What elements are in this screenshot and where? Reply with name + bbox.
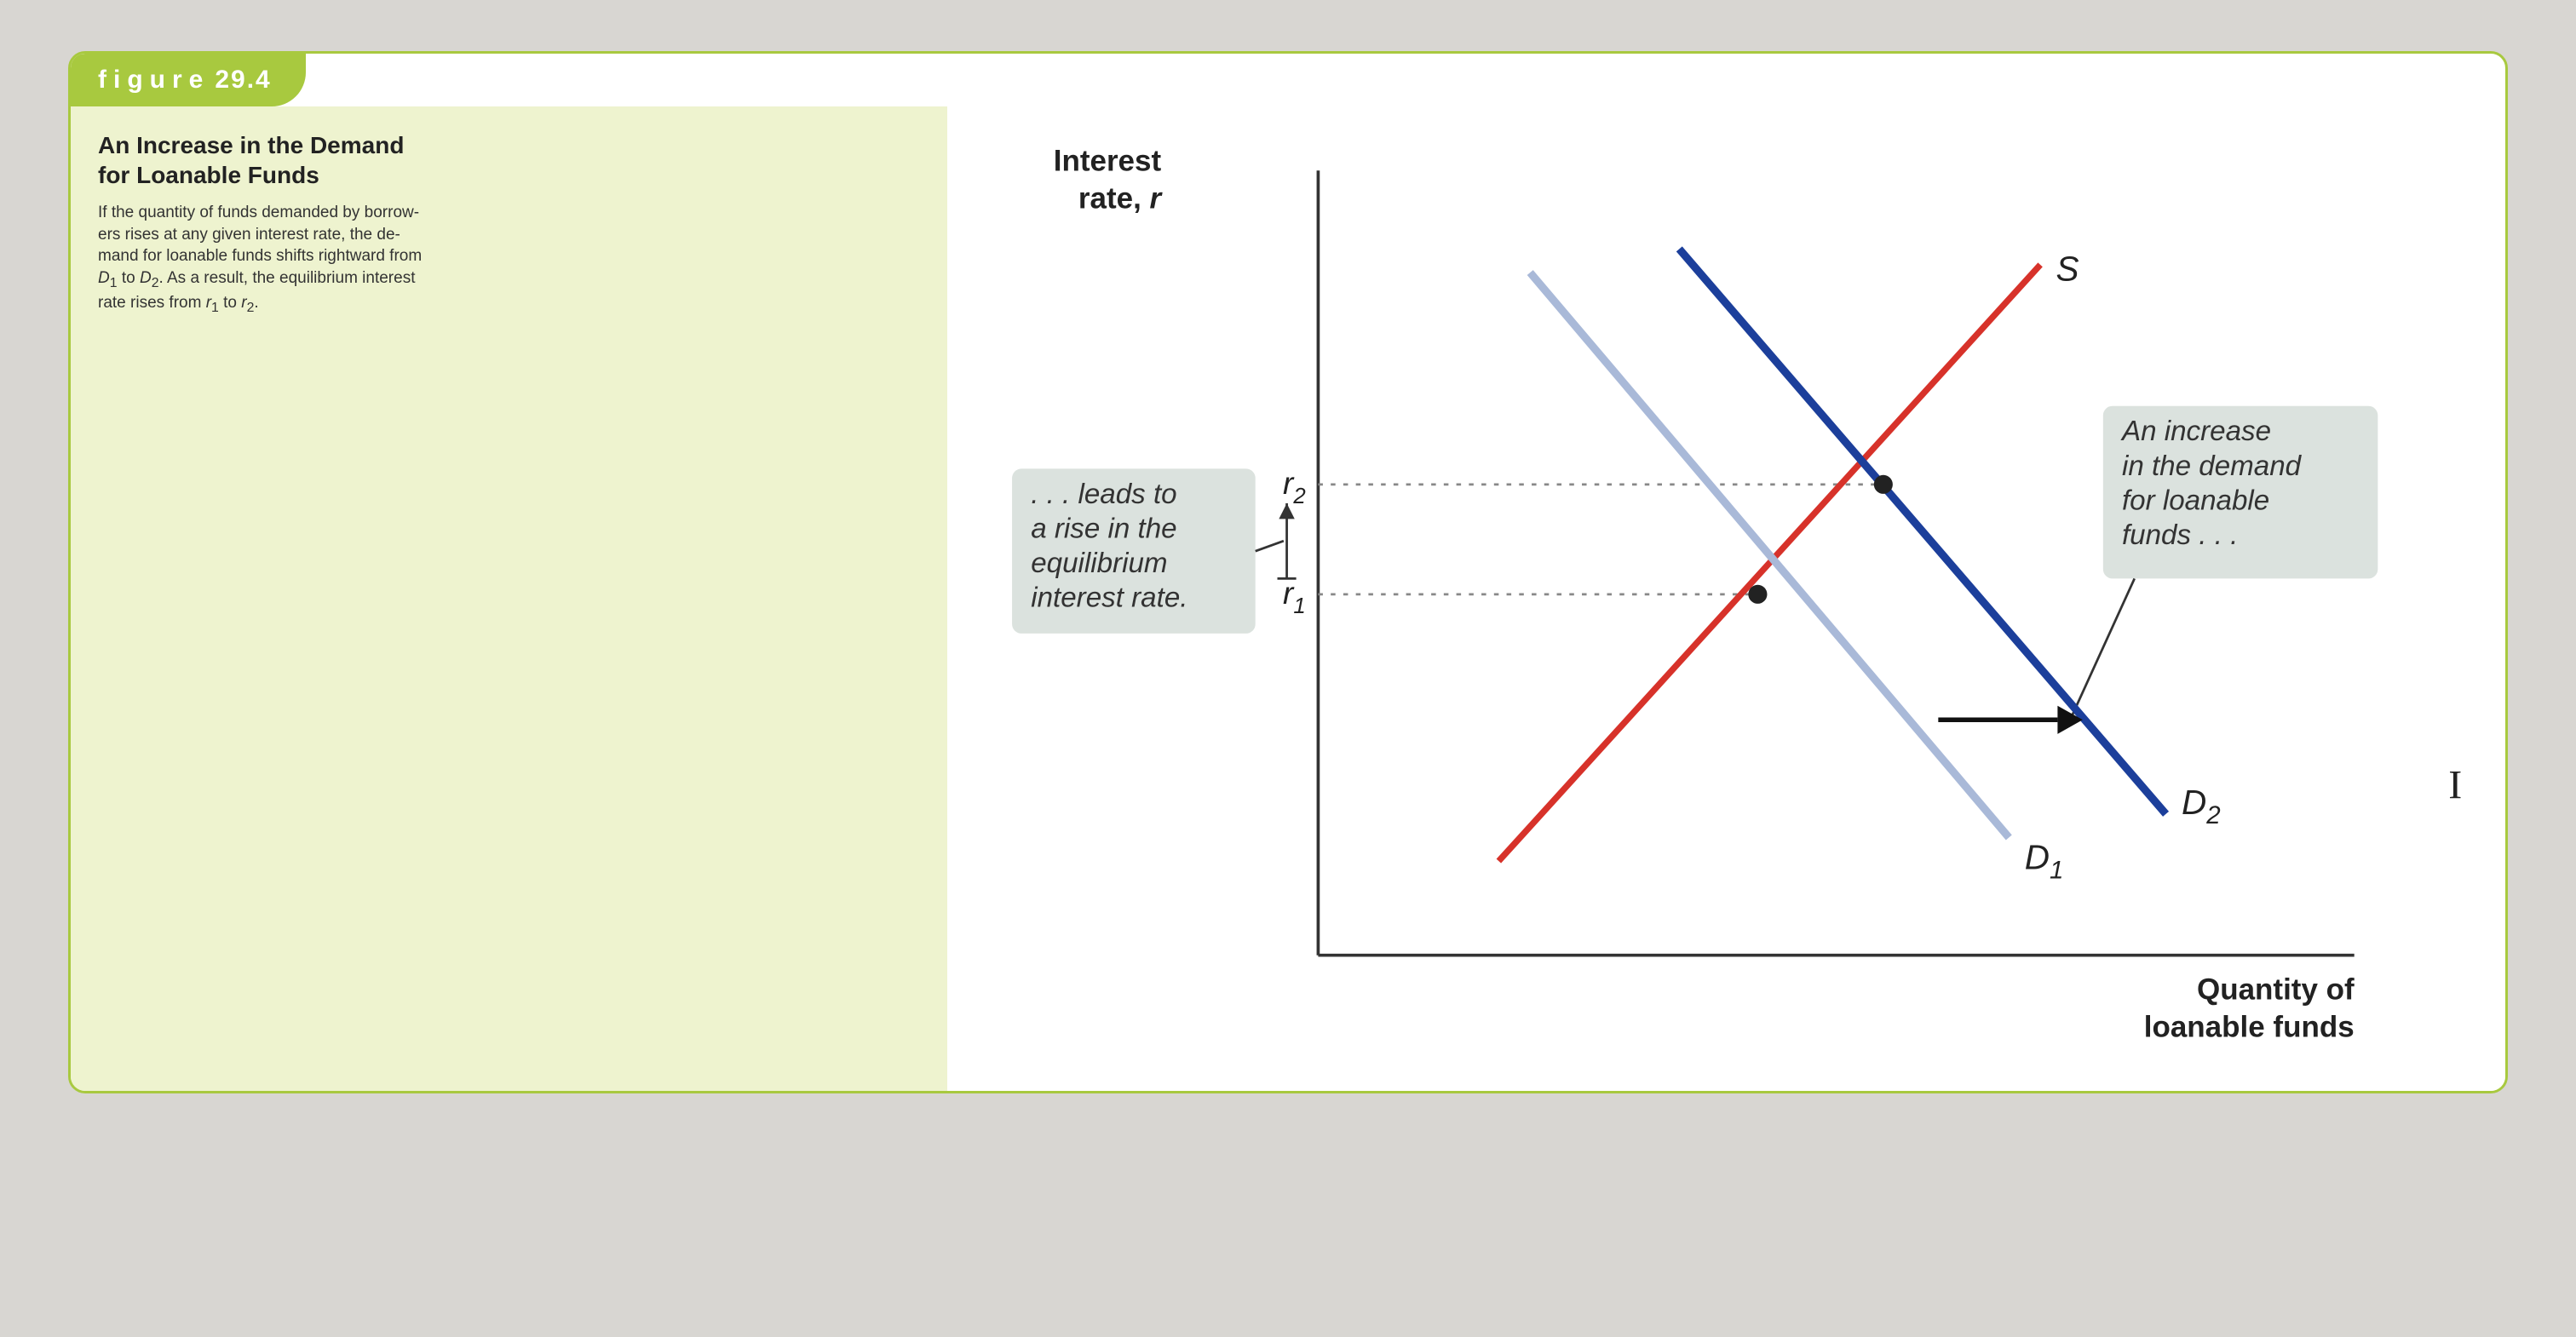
y-axis-label-2: rate, r xyxy=(1078,182,1164,215)
figure-title: An Increase in the Demand for Loanable F… xyxy=(98,130,923,190)
figure-number: 29.4 xyxy=(215,66,271,94)
chart-svg: Interest rate, r . . . leads to a rise i… xyxy=(973,123,2480,1065)
r-indicator-arrowhead xyxy=(1279,503,1294,519)
chart-panel: Interest rate, r . . . leads to a rise i… xyxy=(947,106,2505,1091)
figure-body: An Increase in the Demand for Loanable F… xyxy=(71,106,2505,1091)
supply-label: S xyxy=(2056,249,2079,288)
equilibrium-point-1 xyxy=(1748,585,1767,604)
figure-tab: figure29.4 xyxy=(71,54,306,106)
x-axis-label-2: loanable funds xyxy=(2144,1011,2355,1044)
callout-left-connector xyxy=(1256,541,1284,551)
figure-caption: If the quantity of funds demanded by bor… xyxy=(98,202,923,317)
callout-right-connector xyxy=(2070,578,2135,720)
text-cursor-icon: I xyxy=(2448,762,2462,807)
x-axis-label-1: Quantity of xyxy=(2197,973,2355,1006)
figure-title-line2: for Loanable Funds xyxy=(98,162,319,188)
y-axis-label-1: Interest xyxy=(1054,144,1162,177)
figure-box: figure29.4 An Increase in the Demand for… xyxy=(68,51,2508,1093)
figure-label-prefix: figure xyxy=(98,66,210,94)
tick-r2: r2 xyxy=(1283,466,1306,508)
equilibrium-point-2 xyxy=(1874,475,1893,494)
figure-title-line1: An Increase in the Demand xyxy=(98,132,404,158)
demand1-label: D1 xyxy=(2025,837,2064,884)
tick-r1: r1 xyxy=(1283,576,1306,618)
figure-left-panel: An Increase in the Demand for Loanable F… xyxy=(71,106,947,1091)
demand2-label: D2 xyxy=(2182,783,2221,829)
